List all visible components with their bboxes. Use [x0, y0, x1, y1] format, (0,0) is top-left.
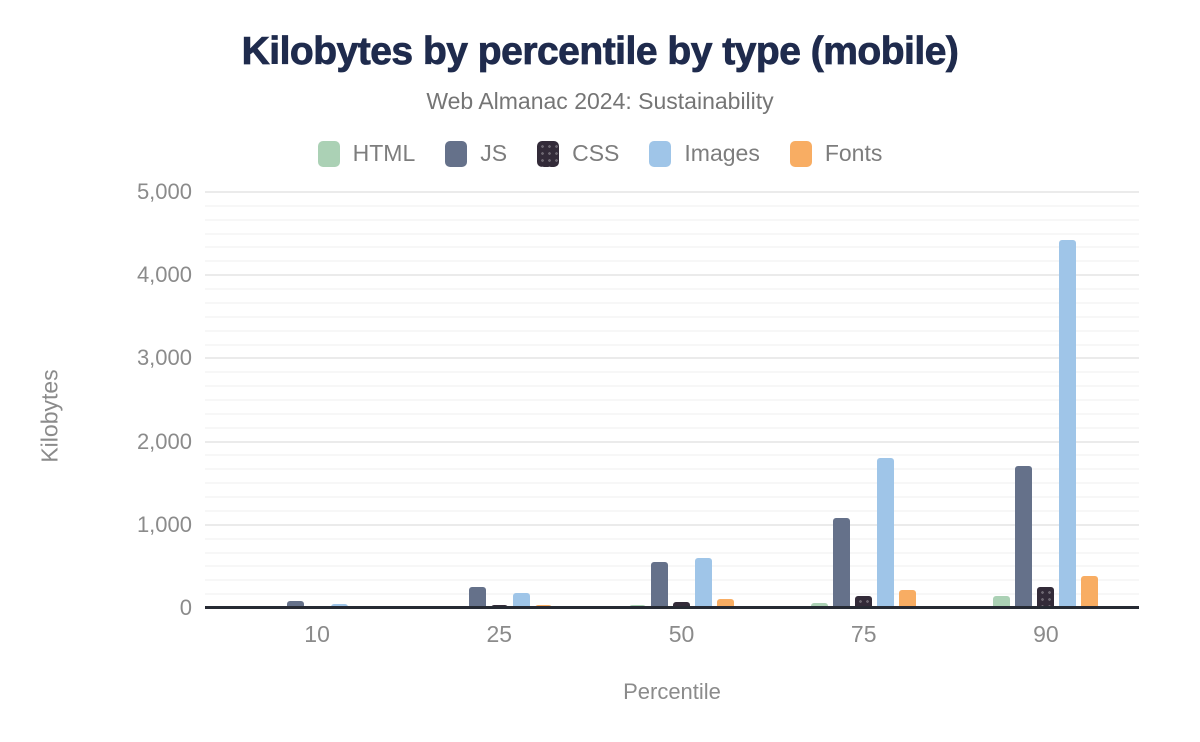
- bar-js-p10: [286, 600, 304, 608]
- gridline-minor: [205, 482, 1139, 485]
- gridline-major: [205, 274, 1139, 277]
- legend-item-js: JS: [445, 140, 507, 167]
- gridline-major: [205, 523, 1139, 526]
- bar-css-p75: [855, 595, 873, 608]
- legend-label: Images: [684, 140, 760, 166]
- plot-area: 10 25 50 75 90 0 1,000 2,000 3,000 4,000 5,000: [137, 179, 1139, 647]
- gridline-minor: [205, 565, 1139, 568]
- gridline-major: [205, 191, 1139, 193]
- bar-groups: [226, 192, 1137, 608]
- legend-item-html: HTML: [317, 140, 416, 167]
- legend-swatch-js: [445, 140, 468, 167]
- x-tick-labels: 10 25 50 75 90: [226, 621, 1137, 648]
- bar-images-p50: [695, 557, 712, 608]
- gridline-minor: [205, 454, 1139, 457]
- legend-label: Fonts: [824, 140, 883, 166]
- gridline-major: [205, 357, 1139, 360]
- gridline-minor: [205, 412, 1139, 415]
- x-axis-title: Percentile: [623, 679, 721, 704]
- gridline-minor: [205, 496, 1139, 499]
- legend-label: CSS: [572, 140, 620, 166]
- bar-images-p90: [1059, 240, 1077, 608]
- bar-js-p90: [1015, 465, 1033, 608]
- legend-swatch-css: [537, 140, 560, 167]
- gridline-minor: [205, 579, 1139, 582]
- bar-js-p50: [651, 561, 668, 608]
- legend-item-images: Images: [649, 140, 760, 167]
- gridline-minor: [205, 232, 1139, 235]
- gridline-minor: [205, 246, 1139, 249]
- bar-images-p10: [330, 603, 348, 608]
- bar-html-p90: [993, 595, 1011, 608]
- gridline-major: [205, 440, 1139, 443]
- y-tick-label: 3,000: [136, 345, 192, 371]
- legend-item-css: CSS: [537, 140, 619, 167]
- x-tick-label: 10: [304, 621, 330, 647]
- x-tick-label: 75: [850, 621, 877, 647]
- gridline-minor: [205, 288, 1139, 291]
- bar-fonts-p75: [899, 589, 917, 608]
- legend-label: JS: [480, 140, 508, 166]
- gridline-minor: [205, 537, 1139, 540]
- legend-item-fonts: Fonts: [789, 140, 883, 167]
- bar-fonts-p50: [717, 598, 734, 608]
- gridline-minor: [205, 551, 1139, 554]
- y-tick-label: 2,000: [136, 428, 192, 454]
- bar-js-p75: [833, 517, 851, 608]
- y-tick-label: 1,000: [136, 511, 192, 537]
- bar-css-p90: [1037, 587, 1055, 608]
- bar-group-p25: [408, 192, 590, 608]
- y-axis-title: Kilobytes: [36, 369, 63, 463]
- x-axis-line: [205, 606, 1139, 609]
- chart-title: Kilobytes by percentile by type (mobile): [241, 30, 959, 74]
- gridline-minor: [205, 301, 1139, 304]
- gridline-minor: [205, 343, 1139, 346]
- y-tick-label: 0: [179, 595, 192, 620]
- bar-group-p75: [773, 192, 955, 608]
- legend-swatch-html: [317, 140, 340, 167]
- bar-group-p50: [590, 192, 772, 608]
- bar-html-p75: [811, 602, 829, 608]
- gridline-minor: [205, 426, 1139, 429]
- bar-fonts-p90: [1081, 575, 1099, 608]
- legend-swatch-images: [649, 140, 672, 167]
- legend: HTML JS CSS Images Fonts: [0, 140, 1200, 167]
- gridline-minor: [205, 204, 1139, 207]
- gridline-minor: [205, 468, 1139, 471]
- gridline-minor: [205, 260, 1139, 263]
- x-tick-label: 90: [1033, 621, 1059, 647]
- bar-images-p25: [512, 592, 530, 608]
- gridline-minor: [205, 509, 1139, 512]
- y-tick-label: 5,000: [136, 179, 192, 204]
- bar-js-p25: [468, 586, 486, 608]
- x-tick-label: 25: [486, 621, 513, 647]
- legend-swatch-fonts: [789, 140, 812, 167]
- bar-css-p50: [673, 601, 690, 608]
- legend-label: HTML: [352, 140, 416, 166]
- gridline-minor: [205, 315, 1139, 318]
- bar-images-p75: [877, 457, 895, 608]
- chart-subtitle: Web Almanac 2024: Sustainability: [426, 88, 774, 114]
- gridline-minor: [205, 371, 1139, 374]
- gridline-minor: [205, 218, 1139, 221]
- gridline-minor: [205, 593, 1139, 596]
- gridline-minor: [205, 399, 1139, 401]
- x-tick-label: 50: [668, 621, 695, 647]
- y-tick-label: 4,000: [136, 262, 192, 288]
- bar-group-p10: [226, 192, 408, 608]
- bar-group-p90: [955, 192, 1137, 608]
- gridline-minor: [205, 329, 1139, 332]
- gridline-minor: [205, 385, 1139, 388]
